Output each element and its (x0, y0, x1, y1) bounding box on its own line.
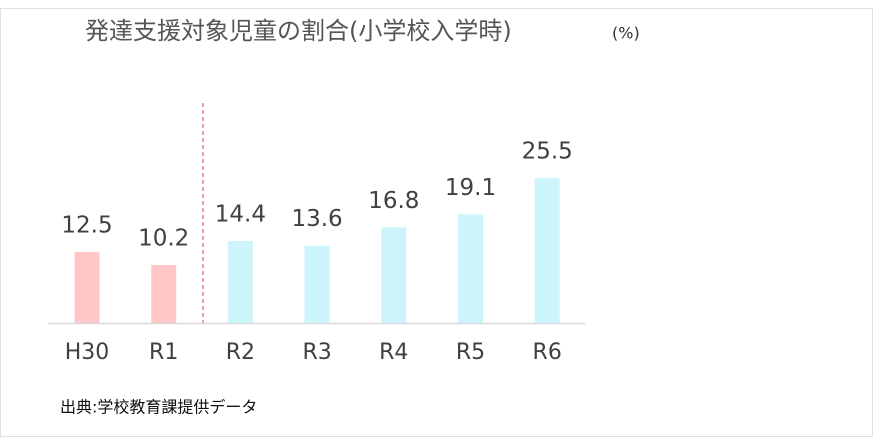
x-tick-label: H30 (65, 340, 110, 365)
bar (74, 251, 100, 323)
x-tick-label: R2 (226, 340, 255, 365)
x-tick-label: R6 (533, 340, 562, 365)
bar (381, 227, 407, 323)
bar (151, 264, 177, 323)
bar (534, 177, 560, 323)
unit-label: (%) (612, 24, 640, 43)
data-label: 25.5 (522, 138, 573, 164)
data-label: 14.4 (215, 202, 266, 228)
bar (458, 214, 483, 323)
x-tick-label: R4 (379, 340, 408, 365)
x-tick-label: R5 (456, 340, 485, 365)
bar (304, 245, 330, 323)
chart-title: 発達支援対象児童の割合(小学校入学時) (85, 17, 512, 45)
data-label: 12.5 (61, 212, 112, 238)
data-label: 13.6 (291, 206, 342, 232)
x-tick-label: R3 (302, 340, 331, 365)
data-label: 16.8 (368, 188, 419, 214)
data-label: 10.2 (138, 225, 189, 251)
source-note: 出典:学校教育課提供データ (60, 398, 257, 417)
bar (227, 241, 253, 323)
frame (0, 8, 873, 437)
data-label: 19.1 (445, 175, 496, 201)
x-tick-label: R1 (149, 340, 178, 365)
